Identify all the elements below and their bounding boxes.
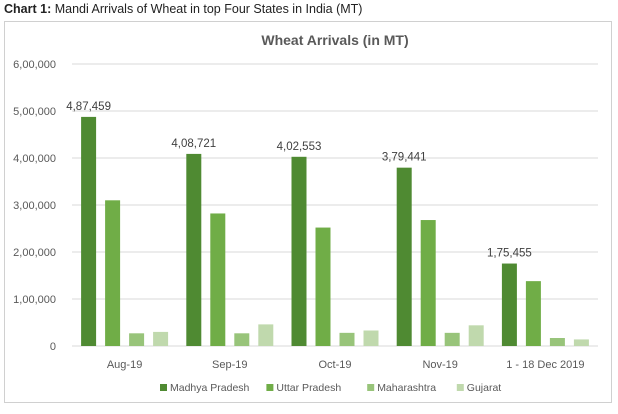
bar-maharashtra — [234, 333, 250, 346]
bar-gujarat — [468, 325, 484, 346]
y-tick-label: 3,00,000 — [13, 200, 56, 212]
x-tick-label: 1 - 18 Dec 2019 — [506, 359, 584, 371]
legend-swatch-maharashtra — [367, 384, 375, 391]
bar-madhya-pradesh — [186, 153, 202, 346]
y-tick-label: 1,00,000 — [13, 294, 56, 306]
bar-gujarat — [363, 330, 379, 346]
y-tick-label: 4,00,000 — [13, 153, 56, 165]
chart-caption: Chart 1: Mandi Arrivals of Wheat in top … — [4, 2, 362, 16]
bar-maharashtra — [129, 333, 145, 346]
data-label: 3,79,441 — [382, 152, 427, 164]
legend-label-madhya-pradesh: Madhya Pradesh — [170, 382, 250, 394]
bar-maharashtra — [549, 338, 565, 346]
x-tick-label: Sep-19 — [212, 359, 247, 371]
bar-uttar-pradesh — [420, 220, 436, 346]
y-tick-label: 5,00,000 — [13, 106, 56, 118]
legend-label-gujarat: Gujarat — [467, 382, 502, 394]
legend-label-uttar-pradesh: Uttar Pradesh — [276, 382, 341, 394]
chart-title: Wheat Arrivals (in MT) — [261, 32, 408, 48]
x-tick-label: Nov-19 — [422, 359, 457, 371]
caption-prefix: Chart 1: — [4, 2, 52, 16]
caption-text: Mandi Arrivals of Wheat in top Four Stat… — [51, 2, 363, 16]
x-tick-label: Aug-19 — [107, 359, 142, 371]
bar-madhya-pradesh — [81, 116, 97, 346]
bar-gujarat — [573, 339, 589, 346]
bar-uttar-pradesh — [105, 200, 121, 346]
data-label: 4,87,459 — [66, 101, 111, 113]
y-tick-label: 6,00,000 — [13, 59, 56, 71]
bar-gujarat — [153, 331, 169, 346]
bar-uttar-pradesh — [525, 281, 541, 346]
legend-swatch-madhya-pradesh — [160, 384, 167, 391]
data-label: 4,02,553 — [277, 141, 322, 153]
bar-uttar-pradesh — [210, 213, 226, 346]
x-tick-label: Oct-19 — [318, 359, 351, 371]
bar-maharashtra — [444, 332, 460, 346]
legend-swatch-gujarat — [456, 384, 464, 391]
y-tick-label: 2,00,000 — [13, 247, 56, 259]
bar-gujarat — [258, 324, 274, 346]
bar-uttar-pradesh — [315, 227, 331, 346]
bar-madhya-pradesh — [501, 263, 517, 346]
data-label: 1,75,455 — [487, 248, 532, 260]
bar-madhya-pradesh — [396, 167, 412, 346]
y-tick-label: 0 — [50, 341, 56, 353]
data-label: 4,08,721 — [171, 138, 216, 150]
legend-label-maharashtra: Maharashtra — [377, 382, 436, 394]
legend-swatch-uttar-pradesh — [266, 384, 274, 391]
bar-maharashtra — [339, 332, 355, 346]
bar-madhya-pradesh — [291, 156, 307, 346]
